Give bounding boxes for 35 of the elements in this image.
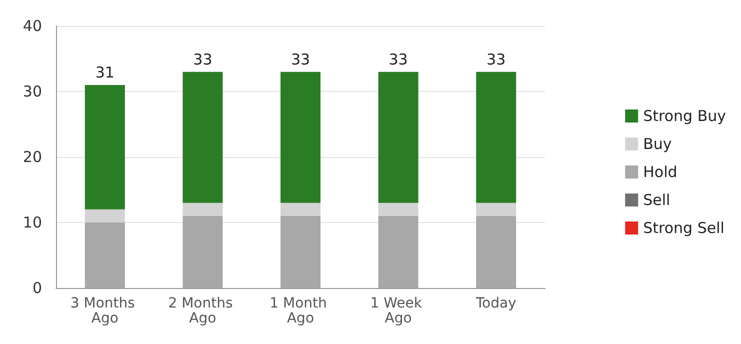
bar [476,216,516,288]
bar [280,72,320,203]
y-tick-label: 30 [22,82,42,100]
legend-label: Strong Buy [643,107,726,125]
bar [84,84,125,210]
bar [476,202,516,216]
x-tick-label: 2 Months Ago [168,296,238,326]
bar [378,216,418,288]
x-tick-label: Today [474,296,516,312]
x-tick-label: 1 Month Ago [270,296,332,326]
legend-label: Hold [643,163,678,181]
y-tick-label: 40 [22,17,42,35]
total-label: 31 [95,63,114,82]
legend-label: Strong Sell [643,219,724,237]
bar [182,216,223,288]
total-label: 33 [290,50,310,68]
y-tick-label: 10 [22,214,42,232]
x-tick-label: 1 Week Ago [370,296,426,326]
bar [280,202,320,216]
total-label: 33 [486,50,506,68]
bar [378,202,418,216]
x-tick-label: 3 Months Ago [70,296,140,326]
bar [476,72,516,203]
bar [280,216,320,288]
y-tick-label: 0 [32,279,42,297]
bar [84,209,125,222]
total-label: 33 [388,50,408,68]
bar [182,202,223,216]
bar [84,222,125,288]
total-label: 33 [193,50,212,68]
bar [378,72,418,203]
legend-label: Sell [643,191,670,209]
bar [182,72,223,203]
y-tick-label: 20 [22,148,42,166]
legend-label: Buy [643,135,672,153]
